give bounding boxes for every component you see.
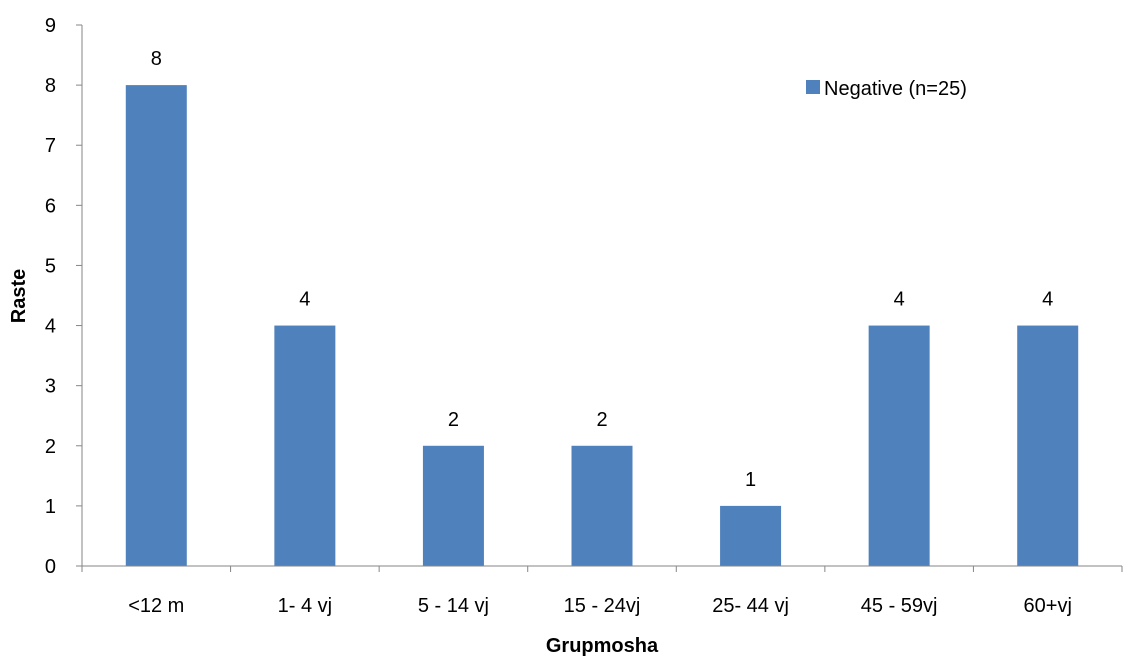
y-tick-label: 2 [45,436,56,458]
data-label: 1 [745,469,756,491]
y-tick-label: 5 [45,255,56,277]
y-tick-label: 4 [45,316,56,338]
y-tick-label: 3 [45,376,56,398]
legend-entry: Negative (n=25) [824,78,967,100]
data-label: 4 [299,289,310,311]
y-tick-label: 7 [45,135,56,157]
bar [274,325,336,566]
bar [1017,325,1079,566]
bar [868,325,930,566]
x-axis-title: Grupmosha [546,635,659,657]
legend-swatch [806,80,820,94]
data-label: 2 [596,409,607,431]
legend: Negative (n=25) [806,78,967,100]
x-tick-label: 45 - 59vj [861,595,938,617]
x-tick-label: 25- 44 vj [712,595,789,617]
data-label: 4 [1042,289,1053,311]
data-label: 2 [448,409,459,431]
y-tick-label: 1 [45,496,56,518]
x-tick-label: <12 m [128,595,184,617]
x-tick-label: 15 - 24vj [564,595,641,617]
x-tick-label: 60+vj [1024,595,1072,617]
y-tick-label: 8 [45,75,56,97]
y-axis-title: Raste [8,269,30,323]
data-labels-group: 8 4 2 2 1 4 4 [151,48,1054,491]
data-label: 8 [151,48,162,70]
bar [571,445,633,566]
bars-group [125,85,1079,566]
y-tick-label: 0 [45,556,56,578]
y-axis-ticks: 0 1 2 3 4 5 6 7 8 9 [45,15,82,578]
x-tick-label: 5 - 14 vj [418,595,489,617]
x-tick-label: 1- 4 vj [278,595,332,617]
bar [422,445,484,566]
y-tick-label: 6 [45,195,56,217]
x-axis-ticks: <12 m 1- 4 vj 5 - 14 vj 15 - 24vj 25- 44 vj 4… [81,566,1123,617]
data-label: 4 [894,289,905,311]
bar [125,85,187,566]
bar [720,505,782,566]
y-tick-label: 9 [45,15,56,37]
